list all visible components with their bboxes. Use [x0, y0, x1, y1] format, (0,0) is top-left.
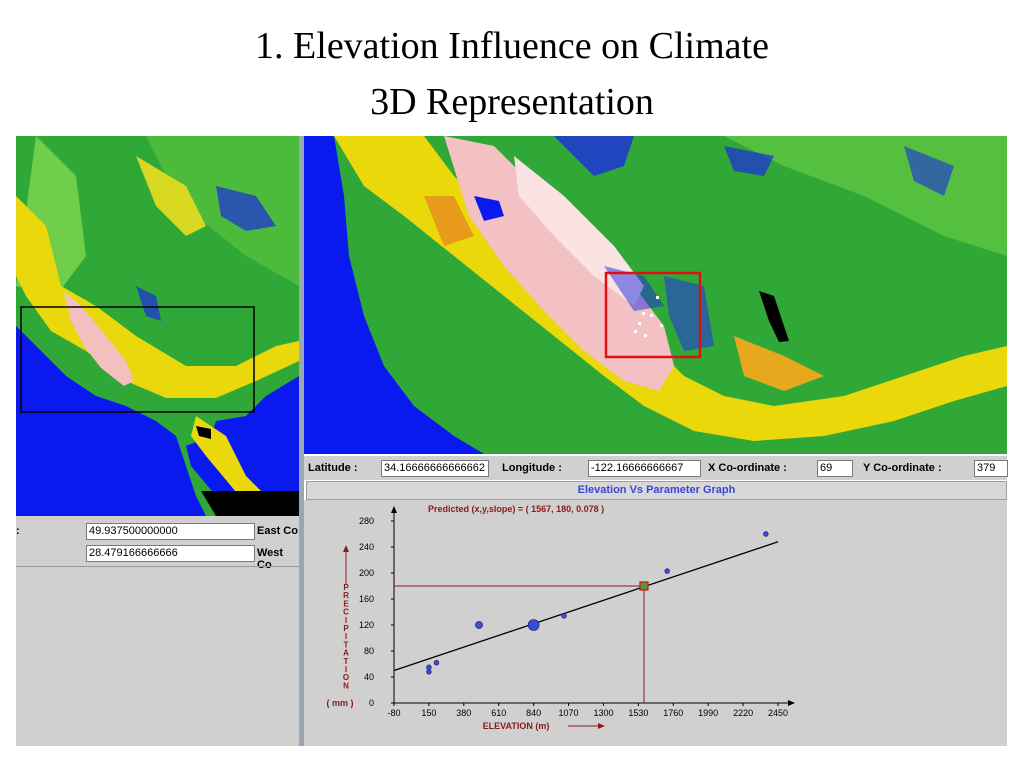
lat-row-1: : 49.937500000000 East Co	[16, 520, 299, 542]
overview-selection-box	[20, 306, 255, 413]
x-tick-label: 380	[456, 708, 471, 718]
panel-separator	[16, 566, 299, 567]
y-axis-title-letter: I	[345, 632, 347, 641]
y-axis-arrow	[391, 506, 397, 513]
y-tick-label: 0	[369, 698, 374, 708]
north-coordinate-field[interactable]: 49.937500000000	[86, 523, 255, 540]
y-title-arrow-head	[343, 545, 349, 552]
x-axis-arrow	[788, 700, 795, 706]
y-tick-label: 200	[359, 568, 374, 578]
data-point	[561, 613, 567, 619]
y-axis-title-letter: A	[343, 649, 349, 658]
east-coordinate-label: East Co	[257, 525, 298, 537]
y-tick-label: 280	[359, 516, 374, 526]
panel-divider[interactable]	[299, 136, 304, 746]
data-point	[664, 568, 670, 574]
graph-area: -80 150 380 610 840 1070 1300 1530 1760 1990 2220 2…	[304, 500, 1007, 746]
y-tick-label: 40	[364, 672, 374, 682]
slide-title-line2: 3D Representation	[370, 81, 654, 123]
detail-selection-box	[604, 271, 702, 359]
lat-row-2: 28.479166666666 West Co	[16, 542, 299, 571]
data-point	[763, 531, 769, 537]
y-axis-title-letter: P	[343, 624, 349, 633]
data-point	[433, 660, 440, 666]
regression-line	[393, 541, 779, 672]
x-title-arrow-head	[598, 723, 605, 729]
x-coordinate-field[interactable]: 69	[817, 460, 853, 477]
sample-points	[634, 296, 663, 337]
x-tick-label: 1990	[698, 708, 718, 718]
x-tick-label: 1530	[628, 708, 648, 718]
x-tick-label: -80	[387, 708, 400, 718]
y-coordinate-field[interactable]: 379	[974, 460, 1008, 477]
y-tick-label: 120	[359, 620, 374, 630]
longitude-label: Longitude :	[502, 462, 562, 474]
data-point	[527, 619, 540, 631]
y-axis-title-letter: O	[343, 673, 349, 682]
y-axis-title-letter: C	[343, 608, 349, 617]
slide-title-line1: 1. Elevation Influence on Climate	[255, 25, 769, 67]
x-tick-label: 840	[526, 708, 541, 718]
x-axis-title: ELEVATION (m)	[483, 721, 550, 731]
overview-elevation-map[interactable]	[16, 136, 299, 516]
south-coordinate-field[interactable]: 28.479166666666	[86, 545, 255, 562]
y-axis-title-letter: I	[345, 665, 347, 674]
west-coordinate-label: West Co	[257, 547, 284, 571]
y-axis-title-letter: N	[343, 681, 349, 690]
graph-title: Elevation Vs Parameter Graph	[306, 481, 1007, 500]
y-axis-title-letter: I	[345, 616, 347, 625]
x-tick-label: 1300	[593, 708, 613, 718]
x-tick-label: 1070	[559, 708, 579, 718]
y-axis-title-letter: E	[343, 599, 349, 608]
y-axis-unit: ( mm )	[327, 698, 354, 708]
y-axis-title-letter: T	[344, 657, 349, 666]
data-point	[426, 664, 432, 670]
x-coordinate-label: X Co-ordinate :	[708, 462, 787, 474]
data-point	[426, 669, 432, 675]
x-tick-label: 2220	[733, 708, 753, 718]
y-tick-label: 160	[359, 594, 374, 604]
x-tick-label: 150	[421, 708, 436, 718]
y-tick-label: 80	[364, 646, 374, 656]
y-tick-label: 240	[359, 542, 374, 552]
elevation-precipitation-chart: -80 150 380 610 840 1070 1300 1530 1760 1990 2220 2…	[327, 504, 795, 731]
predicted-label: Predicted (x,y,slope) = ( 1567, 180, 0.0…	[428, 504, 604, 514]
y-axis-title-letter: P	[343, 583, 349, 592]
x-tick-label: 2450	[768, 708, 788, 718]
longitude-field[interactable]: -122.16666666667	[588, 460, 701, 477]
data-point	[475, 621, 483, 629]
row1-prefix: :	[16, 525, 20, 537]
left-info-panel: : 49.937500000000 East Co 28.47916666666…	[16, 516, 299, 746]
x-tick-label: 610	[491, 708, 506, 718]
detail-elevation-map[interactable]	[304, 136, 1007, 454]
predicted-point-marker	[639, 581, 649, 591]
y-axis-title-letter: T	[344, 640, 349, 649]
x-tick-label: 1760	[663, 708, 683, 718]
latitude-field[interactable]: 34.16666666666662	[381, 460, 489, 477]
coordinate-bar: Latitude : 34.16666666666662 Longitude :…	[304, 456, 1008, 480]
y-coordinate-label: Y Co-ordinate :	[863, 462, 942, 474]
y-axis-title-letter: R	[343, 591, 349, 600]
latitude-label: Latitude :	[308, 462, 358, 474]
